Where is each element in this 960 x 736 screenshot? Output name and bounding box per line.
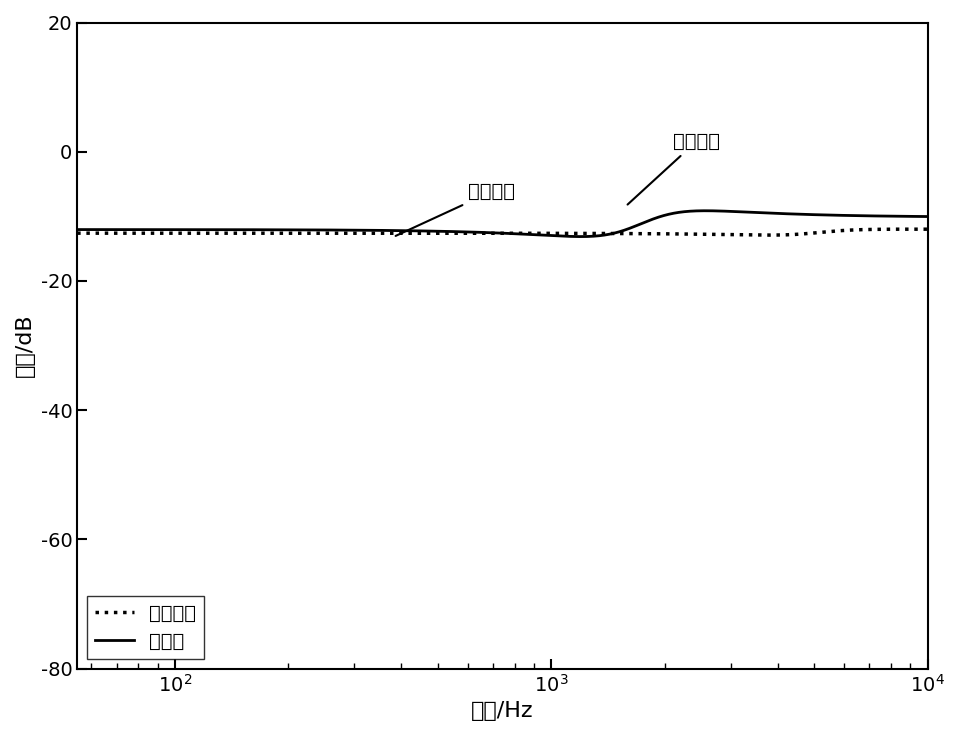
现有技术 [436, 229, 447, 238]
本发明 [922, 212, 933, 221]
Text: 正谐振峰: 正谐振峰 [396, 183, 515, 236]
Line: 现有技术: 现有技术 [77, 229, 927, 235]
本发明 [575, 232, 587, 241]
本发明 [429, 227, 441, 236]
现有技术 [903, 224, 915, 233]
现有技术 [922, 224, 933, 233]
现有技术 [853, 225, 865, 234]
Legend: 现有技术, 本发明: 现有技术, 本发明 [87, 595, 204, 659]
本发明 [689, 207, 701, 216]
本发明 [853, 211, 865, 220]
本发明 [700, 206, 711, 215]
X-axis label: 频率/Hz: 频率/Hz [471, 701, 534, 721]
现有技术 [896, 224, 907, 233]
Line: 本发明: 本发明 [77, 210, 927, 236]
Text: 负谐振峰: 负谐振峰 [628, 132, 720, 205]
本发明 [71, 225, 83, 234]
现有技术 [429, 229, 441, 238]
现有技术 [71, 229, 83, 238]
现有技术 [763, 230, 775, 239]
现有技术 [475, 229, 487, 238]
Y-axis label: 幅値/dB: 幅値/dB [15, 314, 35, 378]
本发明 [475, 228, 487, 237]
现有技术 [689, 230, 701, 238]
本发明 [896, 212, 907, 221]
本发明 [436, 227, 447, 236]
